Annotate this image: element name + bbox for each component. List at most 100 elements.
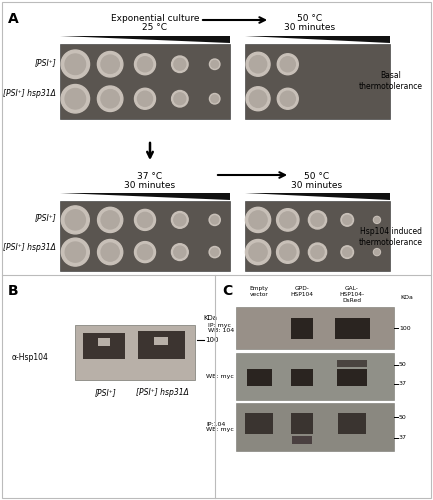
Circle shape (277, 88, 298, 110)
Text: [PSI⁺] hsp31Δ: [PSI⁺] hsp31Δ (3, 88, 56, 98)
Text: KDa: KDa (400, 295, 413, 300)
Circle shape (280, 56, 295, 72)
Circle shape (101, 243, 119, 261)
Bar (60, 44, 230, 119)
Circle shape (210, 94, 220, 104)
Bar (335, 318, 370, 338)
Bar (247, 370, 272, 386)
Text: 30 minutes: 30 minutes (291, 181, 343, 190)
Circle shape (277, 208, 299, 231)
Bar (236, 353, 394, 400)
Circle shape (171, 90, 188, 107)
Text: Exponential culture: Exponential culture (111, 14, 199, 23)
Circle shape (65, 88, 86, 109)
Circle shape (135, 210, 155, 231)
Circle shape (174, 214, 186, 226)
Circle shape (308, 211, 326, 229)
Circle shape (65, 242, 85, 262)
Text: Basal
thermotolerance: Basal thermotolerance (359, 72, 423, 90)
Text: 50 °C: 50 °C (297, 14, 323, 23)
Bar (60, 201, 230, 271)
Text: 37 °C: 37 °C (137, 172, 162, 181)
Text: IP:104
WB: myc: IP:104 WB: myc (206, 422, 234, 432)
Text: KDa: KDa (203, 315, 217, 321)
Circle shape (249, 211, 267, 229)
Circle shape (137, 56, 152, 72)
Circle shape (277, 241, 299, 264)
Circle shape (61, 238, 89, 266)
Text: GAL-
HSP104-
DsRed: GAL- HSP104- DsRed (339, 286, 365, 304)
Circle shape (174, 58, 186, 70)
Circle shape (375, 218, 379, 222)
Circle shape (211, 60, 219, 68)
Circle shape (209, 246, 220, 258)
Circle shape (249, 56, 267, 73)
Text: [PSI⁺]: [PSI⁺] (34, 58, 56, 68)
Circle shape (97, 86, 123, 112)
Circle shape (137, 212, 152, 228)
Bar (337, 370, 367, 386)
Text: [PSI⁺] hsp31Δ: [PSI⁺] hsp31Δ (3, 244, 56, 252)
Circle shape (97, 52, 123, 77)
Text: [PSI⁺] hsp31Δ: [PSI⁺] hsp31Δ (136, 388, 188, 397)
Text: Hsp104 induced
thermotolerance: Hsp104 induced thermotolerance (359, 228, 423, 246)
Bar (291, 412, 313, 434)
Circle shape (171, 244, 188, 260)
Bar (138, 331, 185, 359)
Circle shape (211, 248, 219, 256)
Text: A: A (8, 12, 19, 26)
Bar (75, 325, 195, 380)
Circle shape (101, 211, 119, 229)
Bar (338, 412, 366, 434)
Text: GPD-
HSP104: GPD- HSP104 (291, 286, 313, 297)
Circle shape (61, 84, 90, 113)
Text: [PSI⁺]: [PSI⁺] (95, 388, 117, 397)
Text: [PSI⁺]: [PSI⁺] (34, 214, 56, 222)
Circle shape (211, 95, 219, 102)
Text: 37: 37 (399, 381, 407, 386)
Circle shape (277, 54, 298, 74)
Circle shape (97, 240, 123, 264)
Circle shape (373, 216, 381, 224)
Circle shape (280, 244, 296, 260)
Text: 50 °C: 50 °C (304, 172, 330, 181)
Circle shape (101, 90, 120, 108)
Text: B: B (8, 284, 19, 298)
Bar (291, 370, 313, 386)
Circle shape (101, 55, 120, 74)
Circle shape (341, 246, 353, 258)
Polygon shape (245, 193, 390, 200)
Circle shape (343, 216, 352, 224)
Polygon shape (60, 193, 230, 200)
Polygon shape (245, 36, 390, 43)
Circle shape (311, 246, 324, 258)
Circle shape (137, 244, 152, 260)
Text: 30 minutes: 30 minutes (124, 181, 175, 190)
Bar (292, 436, 312, 444)
Circle shape (246, 87, 270, 111)
Circle shape (209, 214, 220, 226)
Circle shape (61, 206, 89, 234)
Circle shape (311, 214, 324, 226)
Bar (154, 337, 168, 345)
Circle shape (135, 242, 155, 262)
Text: 25 °C: 25 °C (142, 23, 168, 32)
Circle shape (135, 88, 155, 110)
Bar (291, 318, 313, 338)
Circle shape (246, 240, 271, 264)
Circle shape (246, 52, 270, 76)
Text: 37: 37 (399, 435, 407, 440)
Circle shape (171, 212, 188, 228)
Text: α-Hsp104: α-Hsp104 (12, 354, 49, 362)
Text: 50: 50 (399, 415, 407, 420)
Circle shape (246, 208, 271, 233)
Circle shape (343, 248, 352, 256)
Bar (245, 201, 390, 271)
Bar (337, 360, 367, 367)
Circle shape (174, 246, 186, 258)
Text: 100: 100 (205, 337, 219, 343)
Circle shape (211, 216, 219, 224)
Circle shape (174, 93, 186, 104)
Text: IP: myc
WB: 104: IP: myc WB: 104 (208, 322, 234, 334)
Circle shape (280, 91, 295, 106)
